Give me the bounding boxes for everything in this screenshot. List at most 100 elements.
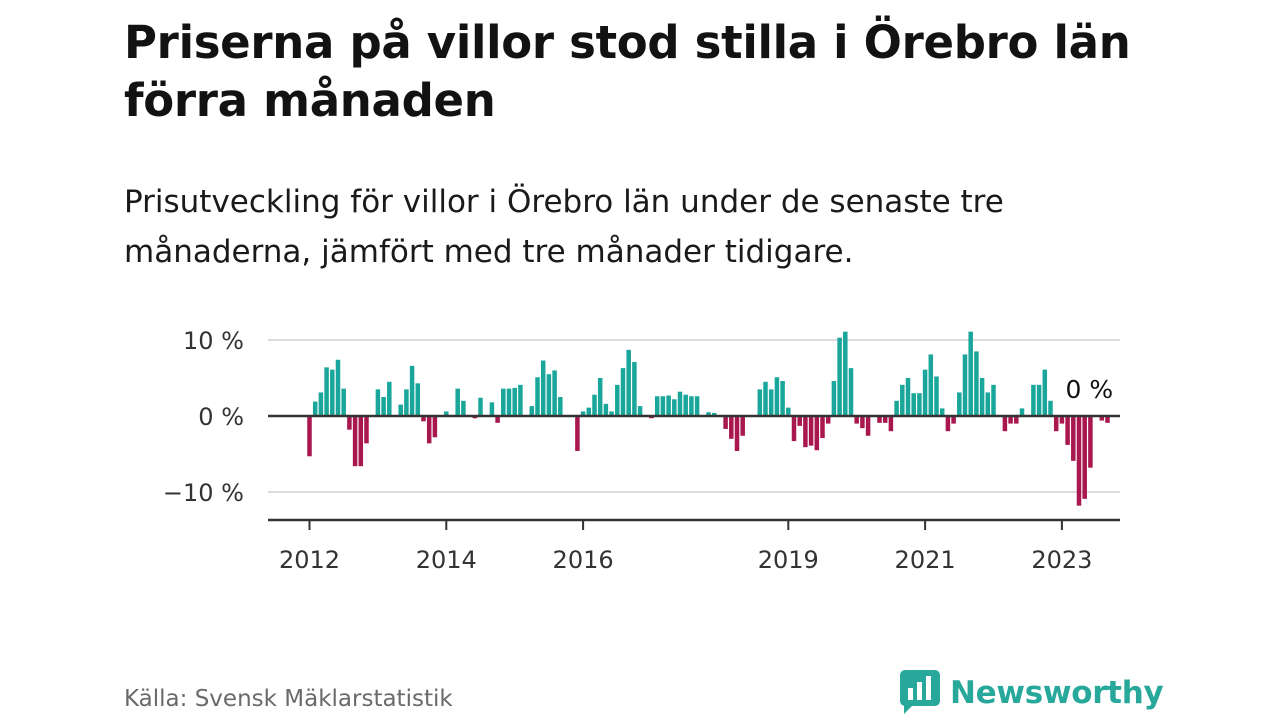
bar [620, 368, 626, 416]
bar [860, 416, 865, 429]
x-tick-label: 2014 [416, 546, 477, 574]
bar [330, 369, 335, 416]
bar [706, 412, 711, 416]
bar [979, 378, 985, 416]
bar [774, 377, 780, 416]
brand-name: Newsworthy [950, 675, 1164, 711]
bar [489, 402, 495, 416]
bar [797, 416, 802, 426]
bar [324, 367, 329, 416]
bar [432, 416, 438, 438]
bar [757, 389, 763, 416]
bar [666, 395, 671, 416]
source-note: Källa: Svensk Mäklarstatistik [124, 686, 453, 712]
bar [518, 384, 523, 416]
bar [877, 416, 882, 423]
bar [837, 337, 842, 416]
y-tick-label: −10 % [163, 479, 244, 507]
bar [637, 406, 643, 416]
bar [580, 411, 586, 416]
bar [398, 404, 403, 416]
bar [740, 416, 745, 436]
bar [900, 384, 905, 416]
newsworthy-logo-icon [900, 666, 940, 720]
bar [945, 416, 951, 432]
latest-value-annotation: 0 % [1065, 375, 1113, 404]
bar [694, 396, 700, 416]
bar [1036, 384, 1042, 416]
bar [512, 387, 517, 416]
bars [307, 331, 1110, 506]
bar [358, 416, 364, 467]
bar [535, 377, 540, 416]
bar [1002, 416, 1008, 432]
bar [529, 406, 535, 416]
bar [922, 369, 928, 416]
bar [575, 416, 580, 451]
bar [1053, 416, 1059, 432]
bar [865, 416, 871, 436]
bar [1031, 384, 1036, 416]
bar [939, 408, 945, 416]
bar [1082, 416, 1087, 499]
x-tick-label: 2012 [279, 546, 340, 574]
bar [1042, 369, 1048, 416]
bar [934, 376, 939, 416]
bar [409, 365, 415, 416]
bar [1008, 416, 1013, 424]
bar [831, 381, 837, 416]
bar [729, 416, 734, 439]
bar [928, 354, 934, 416]
bar [808, 416, 814, 446]
bar [426, 416, 432, 444]
bar [968, 331, 973, 416]
bar [672, 399, 677, 416]
chart-subtitle: Prisutveckling för villor i Örebro län u… [124, 184, 1004, 270]
bar [911, 393, 916, 416]
bar [791, 416, 797, 442]
bar [882, 416, 888, 423]
bar [723, 416, 728, 429]
y-tick-label: 10 % [183, 327, 244, 355]
bar [421, 416, 426, 422]
bar-chart: 10 % 0 % −10 % 2012 2014 2016 2019 2021 2023 0 % [163, 327, 1120, 574]
bar [683, 394, 688, 416]
bar [689, 396, 694, 416]
bar [825, 416, 831, 424]
bar [1088, 416, 1093, 468]
bar [763, 381, 768, 416]
x-tick-label: 2021 [895, 546, 956, 574]
bar [1099, 416, 1105, 421]
bar [586, 407, 592, 416]
bar [461, 400, 466, 416]
bar [444, 411, 449, 416]
bar [609, 411, 614, 416]
x-tick-label: 2019 [758, 546, 819, 574]
x-tick-label: 2023 [1031, 546, 1092, 574]
bar [1019, 408, 1025, 416]
bar [843, 331, 848, 416]
bar [501, 388, 506, 416]
bar [455, 388, 460, 416]
bar [786, 407, 791, 416]
bar [1059, 416, 1065, 424]
bar [592, 394, 597, 416]
x-tick-label: 2016 [553, 546, 614, 574]
brand-logo[interactable]: Newsworthy [900, 666, 1164, 720]
y-tick-label: 0 % [198, 403, 244, 431]
bar [974, 351, 979, 416]
bar [854, 416, 859, 424]
bar [951, 416, 956, 424]
bar [985, 392, 991, 416]
bar [404, 389, 409, 416]
bar [803, 416, 808, 448]
chart-title: Priserna på villor stod stilla i Örebro … [124, 16, 1131, 127]
bar [307, 416, 312, 457]
bar [1071, 416, 1076, 461]
bar [347, 416, 352, 430]
bar [558, 397, 563, 416]
bar [506, 388, 512, 416]
bar [495, 416, 500, 423]
bar [597, 378, 603, 416]
bar [335, 359, 341, 416]
